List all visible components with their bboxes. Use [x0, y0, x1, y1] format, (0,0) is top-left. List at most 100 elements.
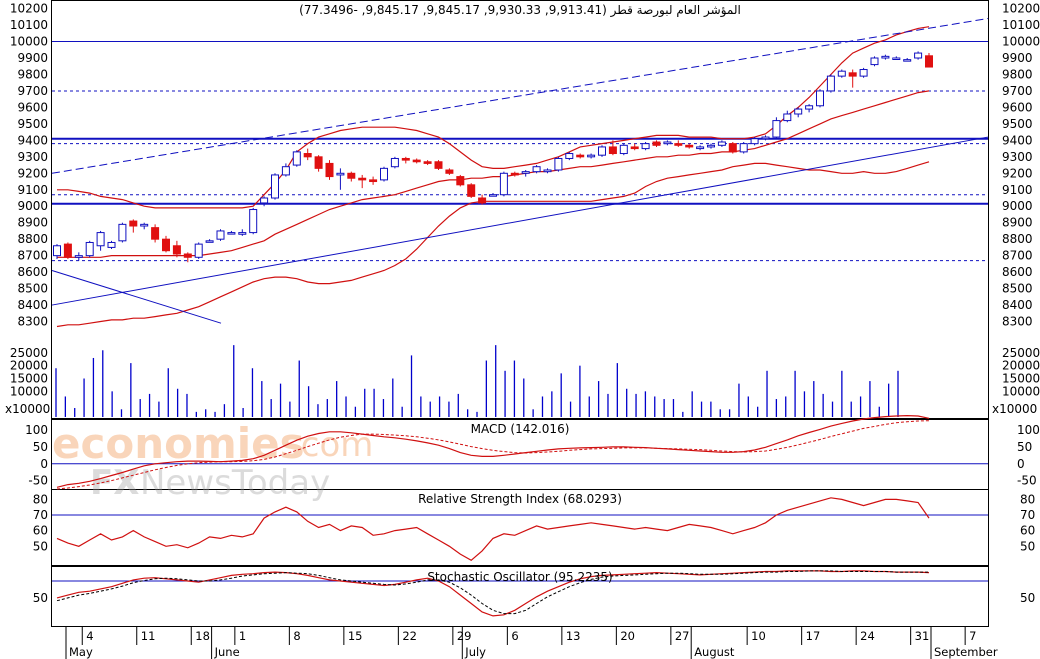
candle-body [216, 230, 225, 240]
candle-body [292, 151, 301, 166]
x-axis-month-label: August [694, 645, 735, 659]
candle-body [445, 169, 454, 174]
volume-tick-label: 25000 [10, 346, 48, 360]
candle-body [674, 143, 683, 146]
price-tick-label: 9800 [17, 67, 48, 81]
chart-title: المؤشر العام لبورصة قطر (9,913.41, 9,930… [299, 3, 741, 18]
candle-body [925, 55, 933, 68]
x-axis-day-label: 18 [195, 629, 210, 643]
rsi-tick-label: 80 [1020, 492, 1035, 506]
price-tick-label: 9600 [1002, 100, 1033, 114]
price-tick-label: 8800 [17, 232, 48, 246]
macd-lines [52, 414, 988, 490]
candle-body [423, 161, 432, 164]
candle-body [826, 75, 835, 92]
price-tick-label: 10100 [1002, 18, 1040, 32]
x-axis-day-label: 17 [806, 629, 821, 643]
price-tick-label: 8300 [17, 315, 48, 329]
candle-body [565, 153, 574, 159]
price-tick-label: 9700 [1002, 84, 1033, 98]
candle-body [554, 157, 563, 171]
trendlines [51, 17, 989, 324]
candle-body [685, 144, 694, 148]
candle-body [369, 179, 378, 183]
macd-signal-line [56, 420, 930, 490]
rsi-tick-label: 70 [1020, 508, 1035, 522]
x-axis-day-label: 29 [457, 629, 472, 643]
price-tick-label: 10200 [10, 2, 48, 16]
volume-tick-label: 20000 [1002, 359, 1040, 373]
price-tick-label: 10000 [1002, 35, 1040, 49]
stochastic-panel-frame [51, 566, 989, 627]
rsi-title: Relative Strength Index (68.0293) [418, 492, 622, 506]
stochastic-tick-label: 50 [1020, 591, 1035, 605]
price-tick-label: 9700 [17, 84, 48, 98]
x-axis-month-label: July [464, 645, 486, 659]
candle-body [750, 138, 759, 145]
candle-body [325, 162, 334, 178]
price-panel-frame [51, 0, 989, 419]
stochastic-title: Stochastic Oscillator (95.2235) [427, 570, 612, 584]
candle-body [358, 177, 367, 181]
candle-body [162, 238, 170, 252]
x-axis-day-label: 20 [620, 629, 635, 643]
rsi-tick-label: 50 [33, 539, 48, 553]
candle-body [794, 108, 803, 115]
price-tick-label: 8600 [1002, 265, 1033, 279]
candle-body [140, 223, 149, 227]
price-tick-label: 9400 [1002, 133, 1033, 147]
price-tick-label: 9000 [17, 199, 48, 213]
volume-tick-label: 10000 [1002, 384, 1040, 398]
candle-body [172, 245, 181, 255]
volume-tick-label: 20000 [10, 359, 48, 373]
candle-body [129, 220, 138, 227]
x-axis-day-label: 11 [141, 629, 156, 643]
macd-tick-label: 0 [40, 457, 48, 471]
bollinger-upper [57, 26, 930, 209]
price-tick-label: 8500 [1002, 282, 1033, 296]
macd-tick-label: 50 [1017, 440, 1032, 454]
candle-body [412, 159, 421, 163]
price-tick-label: 8800 [1002, 232, 1033, 246]
macd-tick-label: 100 [1017, 423, 1040, 437]
candle-body [696, 146, 705, 150]
volume-tick-label: 10000 [10, 384, 48, 398]
price-tick-label: 9900 [17, 51, 48, 65]
candlesticks [53, 51, 933, 263]
x-axis-day-label: 4 [86, 629, 93, 643]
bollinger-bands [56, 26, 930, 328]
price-tick-label: 8700 [1002, 249, 1033, 263]
candle-body [227, 232, 236, 235]
macd-tick-label: 0 [1017, 457, 1025, 471]
candle-body [837, 70, 846, 77]
candle-body [260, 197, 269, 204]
candle-body [314, 156, 323, 169]
volume-tick-label: 15000 [10, 372, 48, 386]
candle-body [663, 141, 672, 145]
candle-body [281, 166, 290, 176]
price-tick-label: 8900 [17, 216, 48, 230]
rsi-tick-label: 80 [33, 492, 48, 506]
candle-body [238, 232, 247, 235]
x-axis-day-label: 7 [969, 629, 976, 643]
candle-body [96, 232, 105, 247]
x-axis-day-label: 10 [751, 629, 766, 643]
candle-body [914, 52, 923, 59]
price-tick-label: 9600 [17, 100, 48, 114]
macd-tick-label: 100 [25, 423, 48, 437]
candle-body [205, 240, 214, 243]
candle-body [107, 241, 116, 248]
volume-unit-left: x10000 [5, 402, 50, 416]
price-tick-label: 9100 [17, 183, 48, 197]
x-axis-day-label: 13 [566, 629, 581, 643]
candle-body [641, 143, 650, 150]
candle-body [249, 209, 258, 234]
trendline [51, 269, 222, 324]
rsi-panel-frame [51, 489, 989, 566]
candle-body [881, 55, 890, 59]
candle-body [707, 144, 715, 148]
candle-body [390, 157, 399, 168]
price-tick-label: 8300 [1002, 315, 1033, 329]
macd-line [56, 414, 930, 488]
